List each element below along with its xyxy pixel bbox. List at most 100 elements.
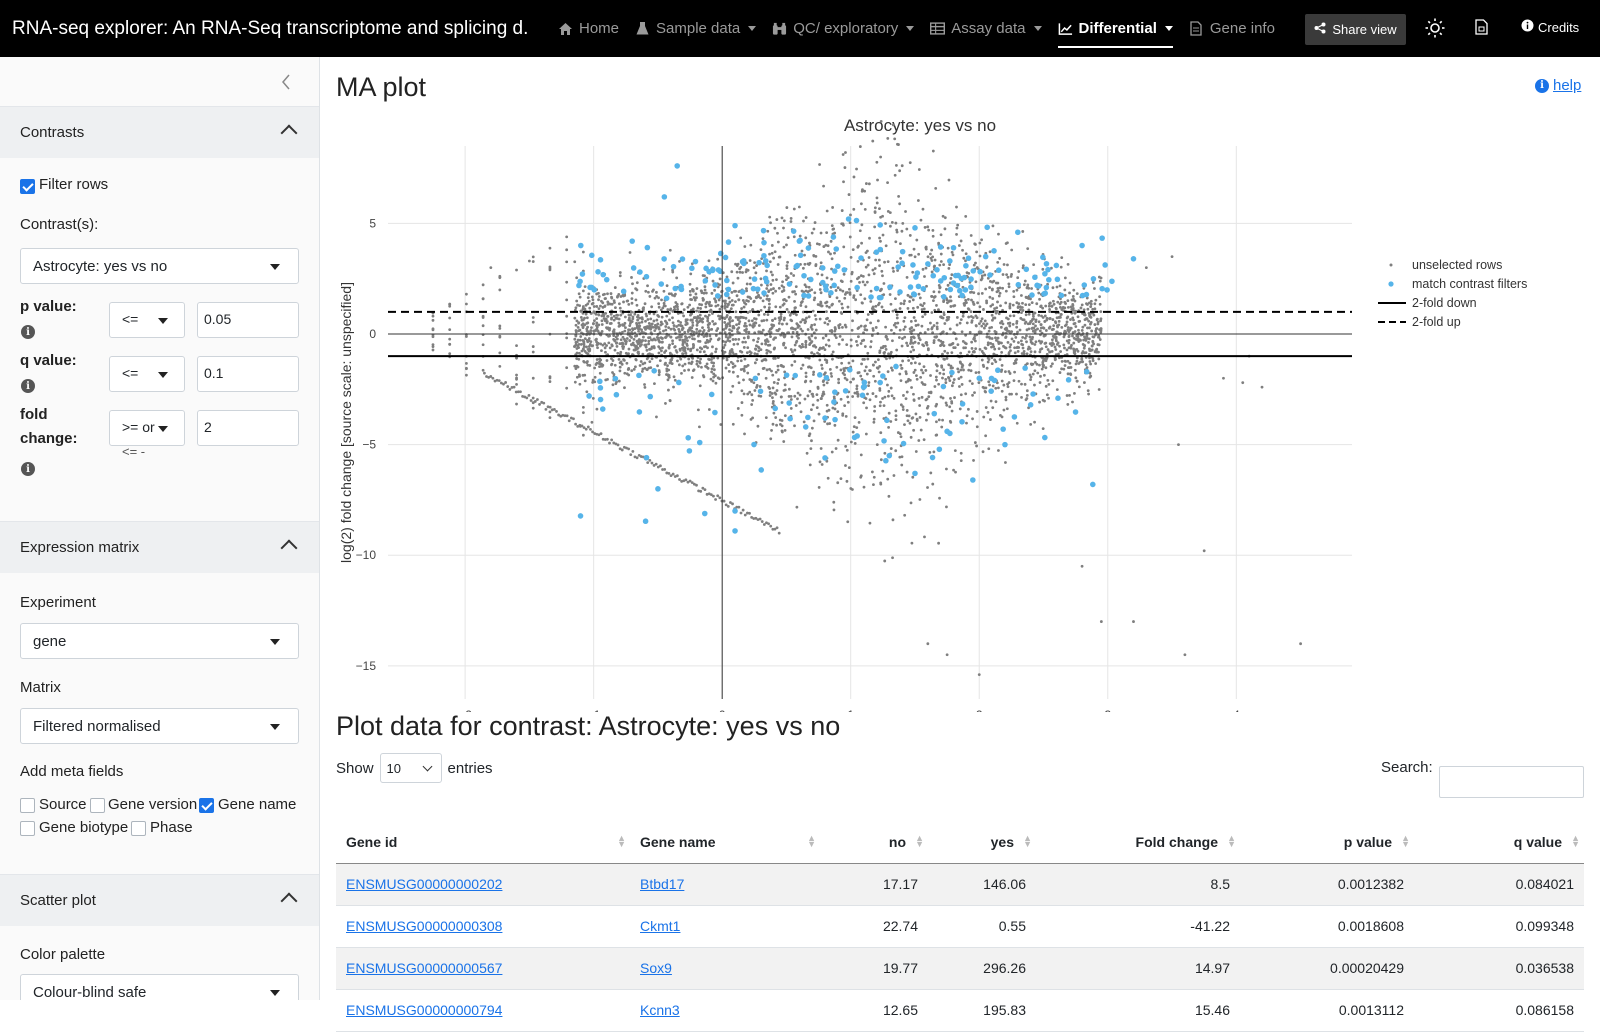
info-icon[interactable]: i (21, 325, 35, 339)
unselected-point (581, 433, 585, 437)
highlighted-point (873, 285, 880, 292)
unselected-point (1021, 301, 1024, 305)
unselected-point (810, 288, 814, 292)
unselected-point (725, 315, 729, 319)
unselected-point (836, 438, 840, 442)
unselected-point (481, 324, 485, 328)
search-input[interactable] (1439, 766, 1584, 798)
info-icon[interactable]: i (21, 379, 35, 393)
nav-item-differential[interactable]: Differential (1050, 0, 1181, 57)
nav-item-assay-data[interactable]: Assay data (922, 0, 1049, 57)
help-link[interactable]: i help (1535, 77, 1581, 94)
column-header-gene-id[interactable]: Gene id ▲ ▼ (336, 821, 630, 864)
info-icon[interactable]: i (21, 462, 35, 476)
unselected-point (789, 394, 793, 398)
unselected-point (934, 375, 938, 379)
p-value-operator-select[interactable]: <= (109, 302, 185, 338)
unselected-point (771, 396, 774, 400)
unselected-point (852, 207, 856, 211)
contrast-select[interactable]: Astrocyte: yes vs no (20, 248, 299, 284)
nav-item-qc-exploratory[interactable]: QC/ exploratory (764, 0, 922, 57)
unselected-point (716, 494, 720, 498)
gene-biotype-checkbox[interactable] (20, 821, 35, 836)
unselected-point (714, 350, 718, 354)
app-title[interactable]: RNA-seq explorer: An RNA-Seq transcripto… (12, 17, 528, 39)
unselected-point (514, 390, 518, 394)
entries-per-page-select[interactable]: 10 (379, 753, 442, 783)
nav-item-sample-data[interactable]: Sample data (627, 0, 764, 57)
column-header-p-value[interactable]: p value ▲ ▼ (1240, 821, 1414, 864)
unselected-point (910, 541, 914, 545)
unselected-point (605, 327, 609, 330)
unselected-point (662, 289, 666, 293)
phase-checkbox[interactable] (131, 821, 146, 836)
q-value-input[interactable]: 0.1 (197, 356, 299, 392)
matrix-select[interactable]: Filtered normalised (20, 708, 299, 744)
nav-item-gene-info[interactable]: Gene info (1181, 0, 1283, 57)
unselected-point (929, 390, 933, 394)
highlighted-point (764, 262, 770, 269)
fold-change-operator-select[interactable]: >= or <= - (109, 410, 185, 459)
gene-name-link[interactable]: Btbd17 (640, 876, 685, 892)
unselected-point (1025, 389, 1029, 393)
expression-matrix-section-header[interactable]: Expression matrix (0, 521, 319, 573)
collapse-sidebar-icon[interactable] (281, 74, 291, 95)
column-header-q-value[interactable]: q value ▲ ▼ (1414, 821, 1584, 864)
gene-name-link[interactable]: Sox9 (640, 960, 672, 976)
credits-link[interactable]: Credits (1521, 19, 1579, 35)
unselected-point (670, 362, 674, 366)
column-header-gene-name[interactable]: Gene name ▲ ▼ (630, 821, 820, 864)
unselected-point (515, 344, 518, 347)
unselected-point (956, 367, 960, 371)
column-header-no[interactable]: no ▲ ▼ (820, 821, 928, 864)
unselected-point (655, 318, 659, 322)
unselected-point (595, 321, 599, 325)
unselected-point (575, 319, 579, 323)
unselected-point (711, 345, 714, 349)
unselected-point (706, 315, 710, 319)
unselected-point (961, 314, 965, 318)
p-value-input[interactable]: 0.05 (197, 302, 299, 338)
gene-version-checkbox[interactable] (90, 798, 105, 813)
unselected-point (854, 298, 858, 302)
unselected-point (999, 304, 1002, 308)
column-header-fold-change[interactable]: Fold change ▲ ▼ (1036, 821, 1240, 864)
unselected-point (627, 447, 631, 451)
unselected-point (791, 350, 794, 354)
unselected-point (1004, 289, 1008, 293)
gene-id-link[interactable]: ENSMUSG00000000308 (346, 918, 503, 934)
scatter-plot-section-header[interactable]: Scatter plot (0, 874, 319, 926)
sun-icon[interactable] (1425, 18, 1445, 43)
gene-name-link[interactable]: Ckmt1 (640, 918, 681, 934)
fold-change-input[interactable]: 2 (197, 410, 299, 446)
gene-name-checkbox[interactable] (199, 798, 214, 813)
unselected-point (819, 231, 823, 235)
source-checkbox[interactable] (20, 798, 35, 813)
filter-rows-checkbox[interactable] (20, 179, 35, 194)
highlighted-point (1022, 365, 1028, 371)
legend-item: unselected rows (1389, 258, 1502, 272)
share-view-button[interactable]: Share view (1305, 14, 1406, 45)
unselected-point (911, 475, 915, 479)
unselected-point (646, 284, 649, 288)
unselected-point (748, 390, 752, 394)
unselected-point (612, 441, 616, 445)
gene-name-link[interactable]: Kcnn3 (640, 1002, 680, 1018)
nav-item-home[interactable]: Home (550, 0, 627, 57)
report-icon[interactable] (1475, 19, 1488, 40)
color-palette-select[interactable]: Colour-blind safe (20, 974, 299, 1000)
gene-id-link[interactable]: ENSMUSG00000000567 (346, 960, 503, 976)
highlighted-point (587, 284, 593, 291)
unselected-point (1065, 320, 1069, 324)
highlighted-point (1015, 229, 1021, 236)
q-value-operator-select[interactable]: <= (109, 356, 185, 392)
unselected-point (681, 352, 684, 356)
gene-id-link[interactable]: ENSMUSG00000000202 (346, 876, 503, 892)
unselected-point (616, 443, 620, 447)
gene-id-link[interactable]: ENSMUSG00000000794 (346, 1002, 503, 1018)
experiment-select[interactable]: gene (20, 623, 299, 659)
unselected-point (692, 482, 696, 486)
contrasts-section-header[interactable]: Contrasts (0, 106, 319, 158)
column-header-yes[interactable]: yes ▲ ▼ (928, 821, 1036, 864)
